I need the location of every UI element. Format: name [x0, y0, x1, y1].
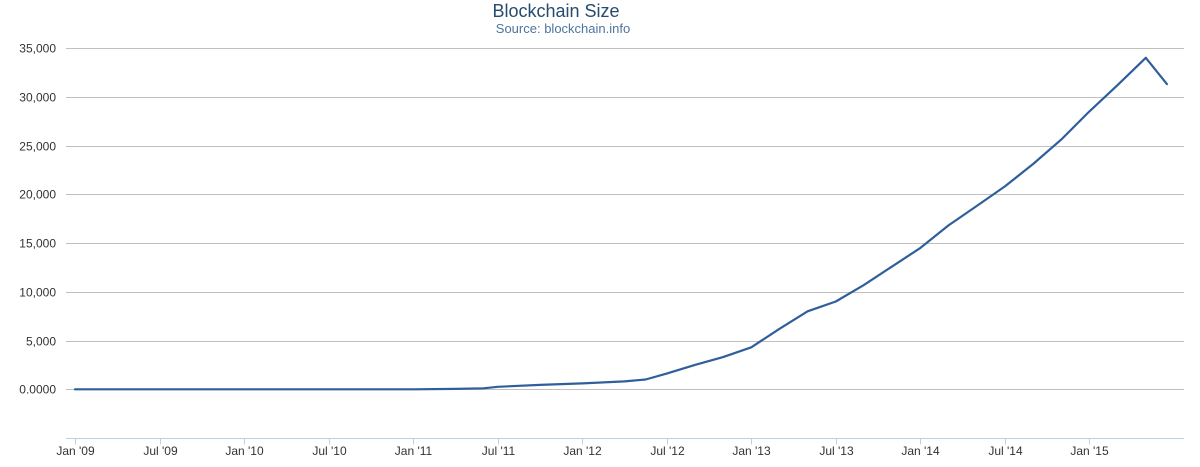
y-tick-label: 5,000 — [26, 335, 56, 349]
y-tick-label: 15,000 — [19, 237, 56, 251]
y-tick-label: 30,000 — [19, 91, 56, 105]
x-tick-label: Jan '10 — [225, 444, 264, 458]
x-tick-label: Jan '11 — [395, 444, 433, 458]
y-tick-label: 20,000 — [19, 188, 56, 202]
y-tick-label: 35,000 — [19, 42, 56, 56]
x-tick-label: Jan '12 — [563, 444, 602, 458]
chart-title: Blockchain Size — [492, 1, 619, 21]
x-tick-label: Jul '14 — [988, 444, 1023, 458]
x-tick-label: Jul '11 — [482, 444, 516, 458]
x-axis: Jan '09 Jul '09 Jan '10 Jul '10 Jan '11 Jul '… — [56, 438, 1184, 458]
x-tick-label: Jan '13 — [732, 444, 771, 458]
y-tick-label: 25,000 — [19, 140, 56, 154]
x-tick-label: Jan '14 — [901, 444, 940, 458]
x-tick-label: Jul '13 — [819, 444, 854, 458]
y-axis-labels: 0.0000 5,000 10,000 15,000 20,000 25,000 30,00… — [19, 42, 56, 397]
x-tick-label: Jul '10 — [312, 444, 347, 458]
chart-subtitle: Source: blockchain.info — [496, 21, 630, 36]
series-layer — [73, 56, 1168, 391]
x-tick-label: Jan '09 — [56, 444, 95, 458]
y-tick-label: 10,000 — [19, 286, 56, 300]
x-tick-label: Jul '09 — [143, 444, 178, 458]
x-tick-label: Jan '15 — [1070, 444, 1109, 458]
x-tick-label: Jul '12 — [650, 444, 685, 458]
gridlines — [66, 48, 1184, 390]
y-tick-label: 0.0000 — [19, 383, 56, 397]
series-line — [73, 56, 1168, 391]
